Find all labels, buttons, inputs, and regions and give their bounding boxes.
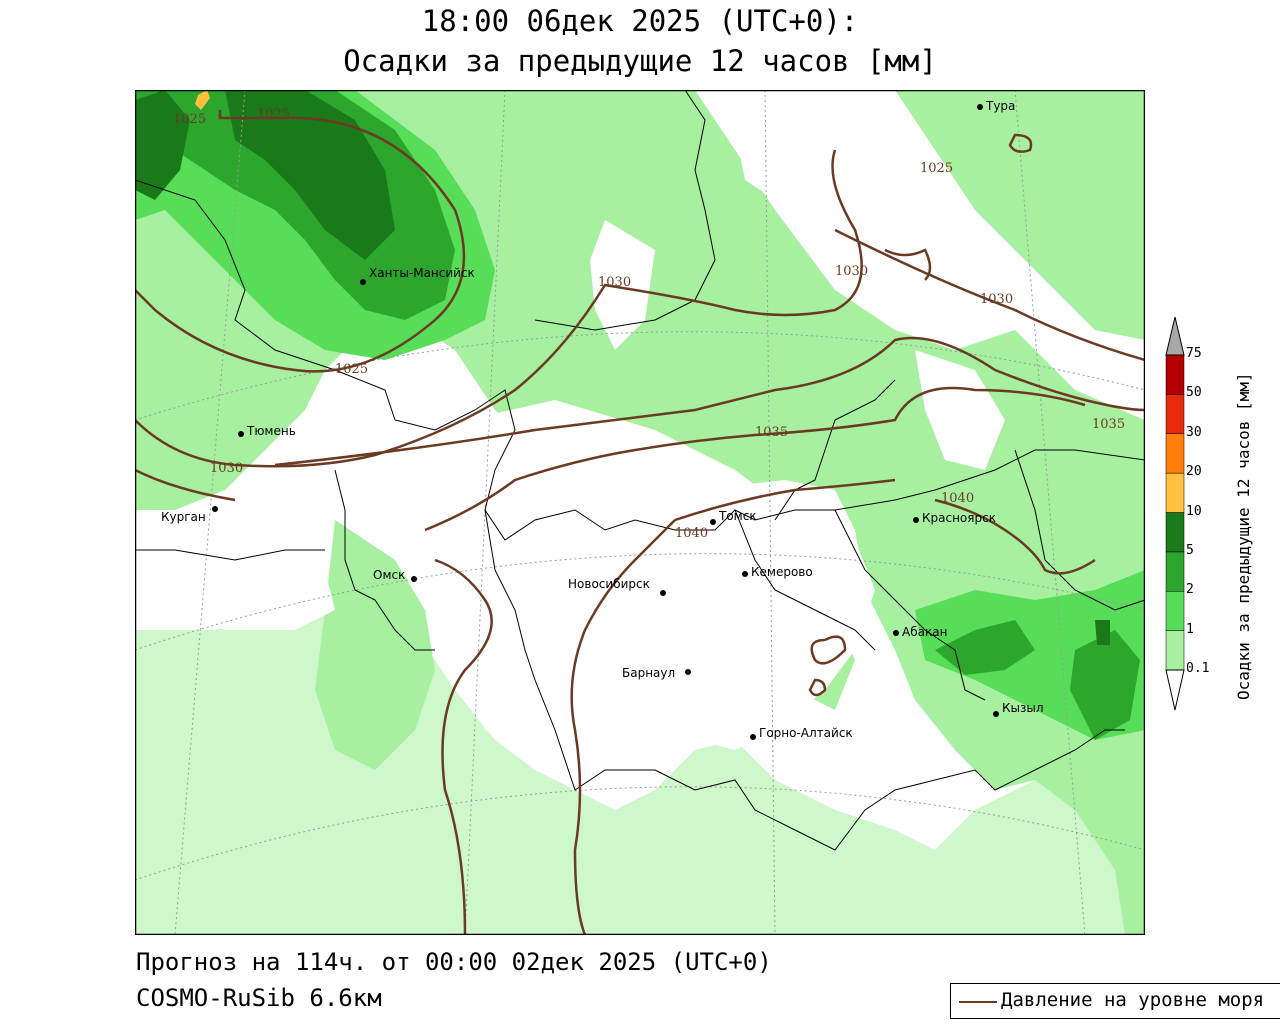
svg-text:Абакан: Абакан (902, 625, 947, 639)
city-tura: Тура (977, 99, 1015, 113)
svg-text:Тура: Тура (985, 99, 1015, 113)
isobar-label: 1025 (257, 107, 290, 122)
cities: Тура Ханты-Мансийск Тюмень Курган Омск Н… (161, 99, 1044, 740)
svg-text:Горно-Алтайск: Горно-Алтайск (759, 726, 853, 740)
isobar-label: 1035 (1092, 417, 1125, 432)
svg-text:Тюмень: Тюмень (246, 424, 296, 438)
colorbar-tick-label: 0.1 (1186, 661, 1210, 676)
precip-2-5-areas (135, 90, 1140, 740)
city-abakan: Абакан (893, 625, 947, 639)
svg-text:Кызыл: Кызыл (1002, 701, 1044, 715)
colorbar-tick-label: 75 (1186, 346, 1202, 361)
isobar-label: 1040 (941, 491, 974, 506)
svg-text:Омск: Омск (373, 568, 405, 582)
pressure-legend: Давление на уровне моря (950, 983, 1280, 1019)
colorbar-segment (1165, 394, 1185, 434)
map-title-time: 18:00 06дек 2025 (UTC+0): (421, 4, 859, 38)
city-kyzyl: Кызыл (993, 701, 1044, 717)
precip-10-20-areas (195, 90, 210, 110)
pressure-legend-label: Давление на уровне моря (1001, 989, 1265, 1011)
isobars (135, 110, 1145, 935)
colorbar-bottom-triangle (1165, 669, 1185, 711)
isobar-label: 1030 (980, 292, 1013, 307)
colorbar-tick-label: 30 (1186, 424, 1202, 440)
svg-text:Ханты-Мансийск: Ханты-Мансийск (369, 266, 475, 280)
city-khanty-mansiysk: Ханты-Мансийск (360, 266, 475, 285)
colorbar-tick-label: 2 (1186, 582, 1194, 598)
city-omsk: Омск (373, 568, 417, 582)
no-precip-areas (135, 110, 1005, 750)
isobar-labels: 1025 1025 1025 1025 1030 1030 1030 1030 … (173, 107, 1125, 541)
precipitation-map: 1025 1025 1025 1025 1030 1030 1030 1030 … (135, 90, 1145, 935)
svg-text:Красноярск: Красноярск (922, 511, 996, 525)
colorbar-segment (1165, 630, 1185, 671)
isobar-label: 1030 (835, 264, 868, 279)
city-krasnoyarsk: Красноярск (913, 511, 996, 525)
colorbar-top-triangle (1165, 316, 1185, 356)
isobar-label: 1035 (755, 425, 788, 440)
city-kemerovo: Кемерово (742, 565, 813, 579)
colorbar-segment (1165, 354, 1185, 395)
colorbar-segment (1165, 433, 1185, 474)
colorbar-segment (1165, 472, 1185, 513)
model-name: COSMO-RuSib 6.6км (136, 984, 382, 1012)
isobar-label: 1030 (598, 275, 631, 290)
colorbar-tick-label: 10 (1186, 503, 1202, 519)
colorbar (1165, 316, 1185, 711)
isobar-label: 1025 (335, 362, 368, 377)
forecast-info: Прогноз на 114ч. от 00:00 02дек 2025 (UT… (136, 948, 772, 976)
colorbar-tick-label: 1 (1186, 621, 1194, 637)
colorbar-segment (1165, 591, 1185, 631)
svg-text:Новосибирск: Новосибирск (568, 577, 650, 591)
svg-text:Кемерово: Кемерово (751, 565, 813, 579)
colorbar-tick-label: 50 (1186, 385, 1202, 401)
city-barnaul: Барнаул (622, 666, 691, 680)
city-tomsk: Томск (710, 509, 757, 525)
svg-text:Томск: Томск (718, 509, 757, 523)
isobar-label: 1025 (173, 112, 206, 127)
colorbar-segment (1165, 551, 1185, 592)
city-tyumen: Тюмень (238, 424, 296, 438)
colorbar-tick-label: 20 (1186, 464, 1202, 480)
precip-5-10-areas (135, 90, 1110, 645)
svg-text:Курган: Курган (161, 510, 206, 524)
map-title-variable: Осадки за предыдущие 12 часов [мм] (343, 44, 937, 78)
colorbar-tick-label: 5 (1186, 542, 1194, 558)
isobar-label: 1040 (675, 526, 708, 541)
isobar-label: 1025 (920, 161, 953, 176)
city-novosibirsk: Новосибирск (568, 577, 666, 596)
colorbar-segment (1165, 512, 1185, 553)
city-gorno-altaysk: Горно-Алтайск (750, 726, 853, 740)
colorbar-title: Осадки за предыдущие 12 часов [мм] (1234, 372, 1253, 700)
isobar-label: 1030 (210, 461, 243, 476)
pressure-legend-line (959, 1001, 997, 1003)
map-frame (135, 90, 1145, 935)
region-borders (135, 90, 1145, 851)
city-kurgan: Курган (161, 506, 218, 524)
svg-text:Барнаул: Барнаул (622, 666, 675, 680)
